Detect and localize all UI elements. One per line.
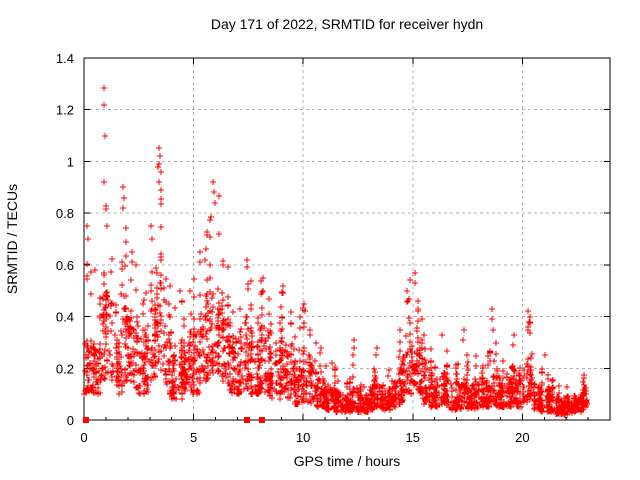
x-tick-label: 10 [296,430,310,445]
zero-value-square-marker [259,417,265,423]
y-tick-label: 1.4 [56,51,74,66]
x-axis-tick-labels: 0 5 10 15 20 [80,430,529,445]
y-tick-label: 0 [67,413,74,428]
x-tick-label: 15 [406,430,420,445]
grid-lines [84,58,610,420]
y-tick-label: 0.2 [56,361,74,376]
plot-frame-border [83,57,611,421]
zero-value-square-marker [244,417,250,423]
x-tick-label: 20 [515,430,529,445]
y-axis-tick-labels: 0 0.2 0.4 0.6 0.8 1 1.2 1.4 [56,51,74,428]
x-tick-label: 0 [80,430,87,445]
data-points [81,85,590,423]
y-tick-label: 0.4 [56,310,74,325]
scatter-plus-markers [81,85,590,418]
x-tick-label: 5 [190,430,197,445]
zero-value-square-marker [83,417,89,423]
y-tick-label: 1.2 [56,103,74,118]
x-axis-label: GPS time / hours [294,453,401,469]
y-tick-label: 0.6 [56,258,74,273]
chart-title: Day 171 of 2022, SRMTID for receiver hyd… [211,16,483,32]
y-tick-label: 0.8 [56,206,74,221]
y-tick-label: 1 [67,154,74,169]
y-axis-label: SRMTID / TECUs [4,184,20,294]
